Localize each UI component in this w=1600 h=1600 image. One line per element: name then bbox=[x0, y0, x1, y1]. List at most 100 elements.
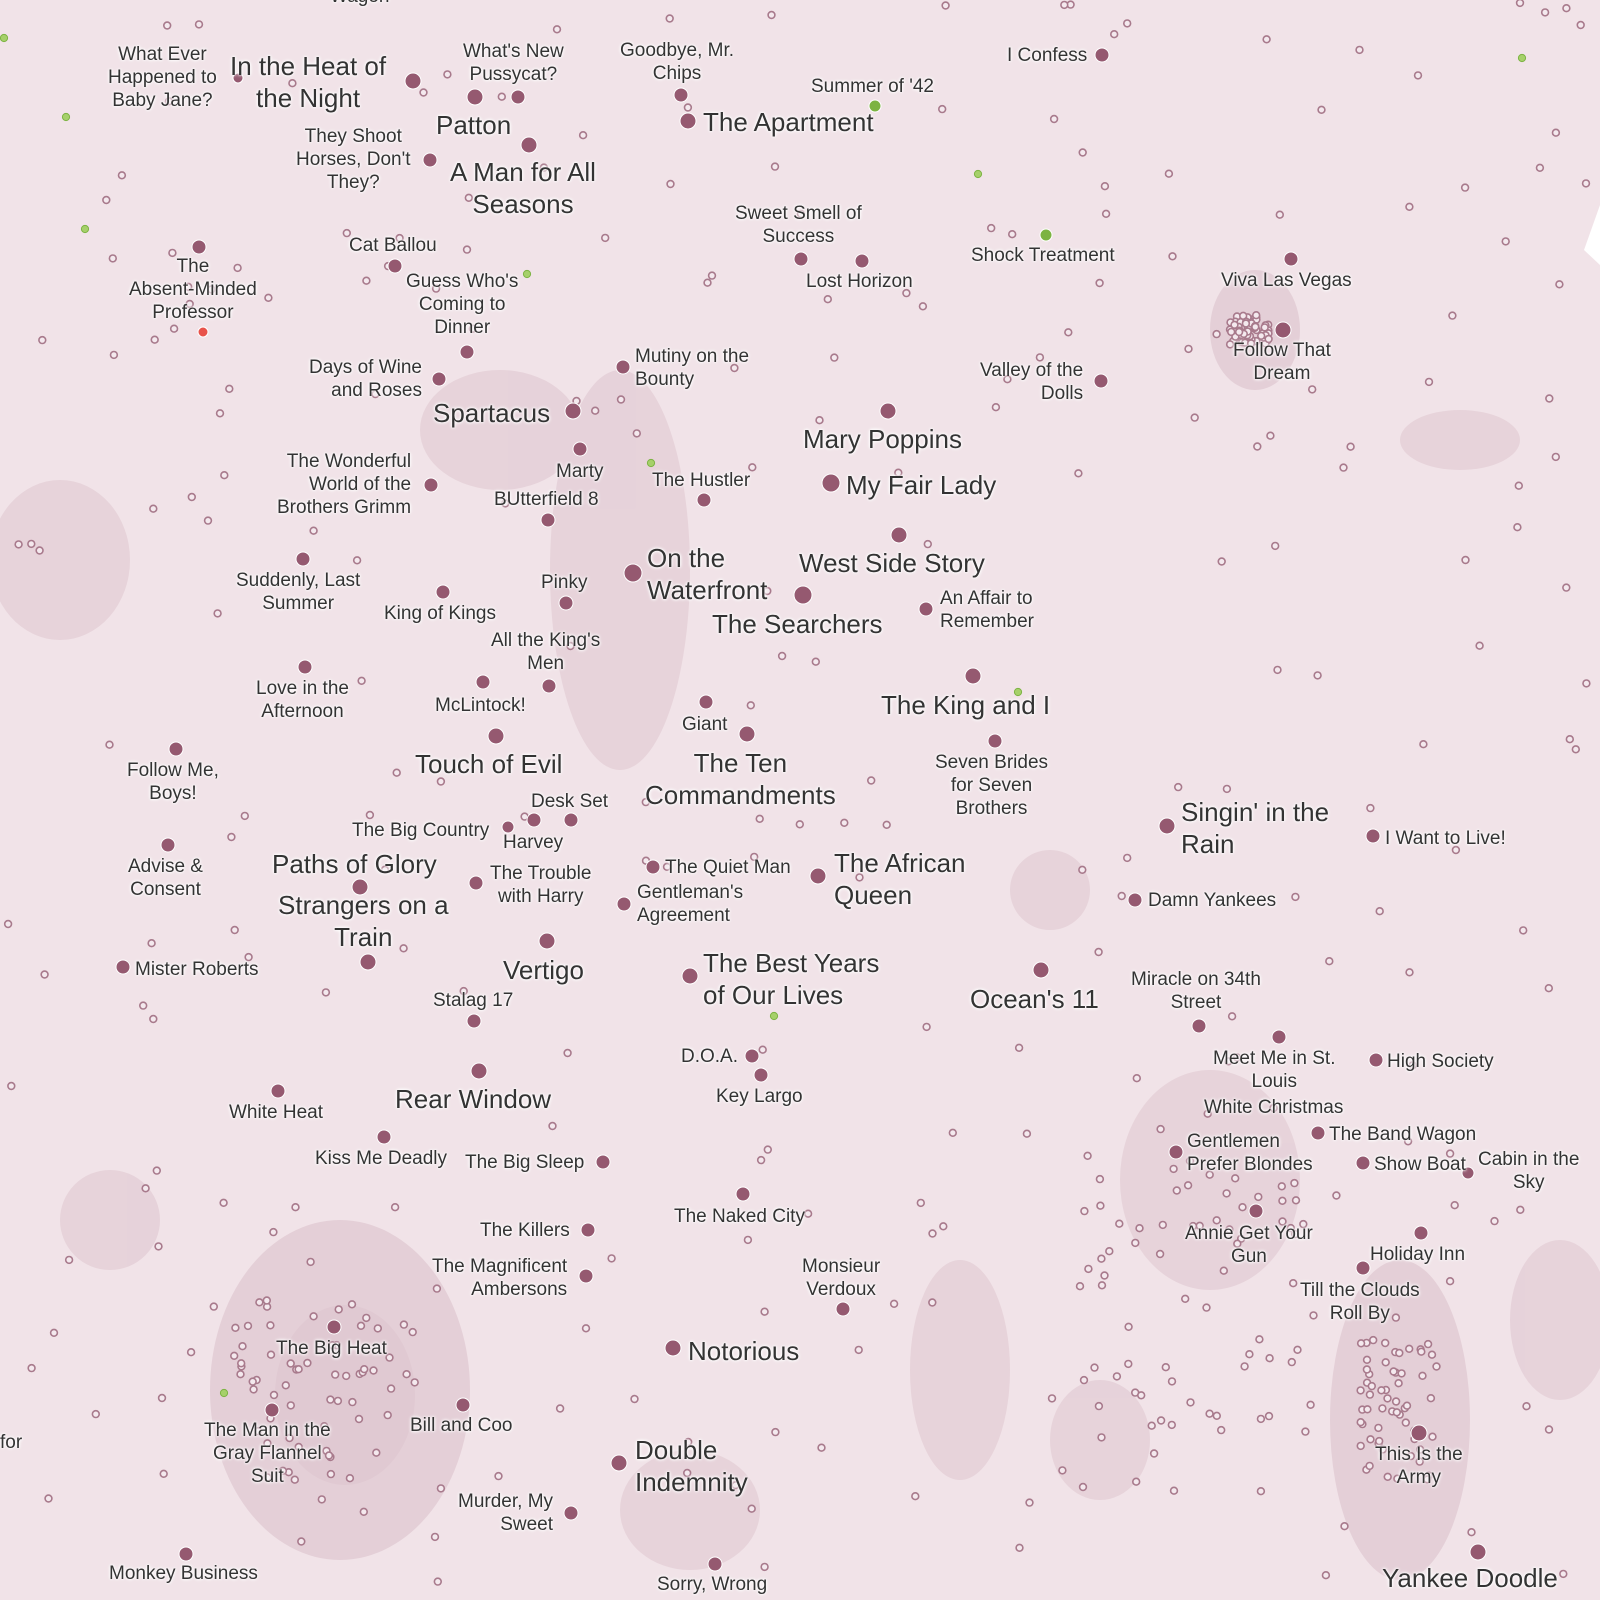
label-mclintock[interactable]: McLintock! bbox=[435, 695, 526, 718]
label-a-man-for-all-seasons[interactable]: A Man for All Seasons bbox=[450, 157, 596, 220]
label-the-big-sleep[interactable]: The Big Sleep bbox=[465, 1152, 584, 1175]
movie-dot[interactable] bbox=[1369, 1053, 1383, 1067]
movie-dot[interactable] bbox=[646, 860, 660, 874]
label-i-confess[interactable]: I Confess bbox=[1007, 45, 1087, 68]
label-follow-me-boys[interactable]: Follow Me, Boys! bbox=[127, 760, 219, 806]
movie-dot[interactable] bbox=[327, 1320, 341, 1334]
label-show-boat[interactable]: Show Boat bbox=[1374, 1154, 1466, 1177]
label-all-the-kings-men[interactable]: All the King's Men bbox=[491, 630, 600, 676]
movie-dot[interactable] bbox=[855, 254, 869, 268]
movie-dot[interactable] bbox=[1414, 1226, 1428, 1240]
movie-dot[interactable] bbox=[565, 403, 581, 419]
label-touch-of-evil[interactable]: Touch of Evil bbox=[415, 749, 562, 781]
label-double-indemnity[interactable]: Double Indemnity bbox=[635, 1435, 748, 1498]
label-follow-that-dream[interactable]: Follow That Dream bbox=[1233, 340, 1331, 386]
label-lost-horizon[interactable]: Lost Horizon bbox=[806, 271, 913, 294]
label-butterfield-8[interactable]: BUtterfield 8 bbox=[494, 489, 599, 512]
label-the-trouble-with-harry[interactable]: The Trouble with Harry bbox=[490, 863, 591, 909]
label-an-affair-to-remember[interactable]: An Affair to Remember bbox=[940, 588, 1034, 634]
label-giant[interactable]: Giant bbox=[682, 714, 727, 737]
movie-dot[interactable] bbox=[739, 726, 755, 742]
label-love-in-the-afternoon[interactable]: Love in the Afternoon bbox=[256, 678, 349, 724]
label-the-magnificent-ambersons[interactable]: The Magnificent Ambersons bbox=[432, 1256, 567, 1302]
movie-dot[interactable] bbox=[377, 1130, 391, 1144]
movie-dot[interactable] bbox=[919, 602, 933, 616]
label-monsieur-verdoux[interactable]: Monsieur Verdoux bbox=[802, 1256, 880, 1302]
movie-dot[interactable] bbox=[624, 564, 642, 582]
label-the-hustler[interactable]: The Hustler bbox=[652, 470, 750, 493]
label-wagon[interactable]: Wagon bbox=[330, 0, 390, 9]
label-paths-of-glory[interactable]: Paths of Glory bbox=[272, 849, 437, 881]
movie-dot[interactable] bbox=[436, 585, 450, 599]
movie-dot[interactable] bbox=[527, 813, 541, 827]
label-gentlemans-agreement[interactable]: Gentleman's Agreement bbox=[637, 882, 743, 928]
movie-dot[interactable] bbox=[1128, 893, 1142, 907]
movie-dot[interactable] bbox=[1192, 1019, 1206, 1033]
movie-dot[interactable] bbox=[1095, 48, 1109, 62]
label-goodbye-mr-chips[interactable]: Goodbye, Mr. Chips bbox=[620, 40, 734, 86]
label-murder-my-sweet[interactable]: Murder, My Sweet bbox=[458, 1491, 553, 1537]
label-mister-roberts[interactable]: Mister Roberts bbox=[135, 959, 259, 982]
label-white-christmas[interactable]: White Christmas bbox=[1204, 1097, 1343, 1120]
label-what-ever-happened[interactable]: What Ever Happened to Baby Jane? bbox=[108, 44, 217, 112]
label-rear-window[interactable]: Rear Window bbox=[395, 1084, 551, 1116]
label-vertigo[interactable]: Vertigo bbox=[503, 955, 584, 987]
label-the-african-queen[interactable]: The African Queen bbox=[834, 848, 966, 911]
movie-dot[interactable] bbox=[564, 813, 578, 827]
movie-dot[interactable] bbox=[1366, 829, 1380, 843]
movie-dot[interactable] bbox=[745, 1049, 759, 1063]
label-gentlemen-prefer-blondes[interactable]: Gentlemen Prefer Blondes bbox=[1187, 1131, 1313, 1177]
movie-dot[interactable] bbox=[836, 1302, 850, 1316]
movie-dot[interactable] bbox=[488, 728, 504, 744]
label-stalag-17[interactable]: Stalag 17 bbox=[433, 990, 513, 1013]
label-pinky[interactable]: Pinky bbox=[541, 572, 587, 595]
movie-dot[interactable] bbox=[1356, 1156, 1370, 1170]
movie-dot[interactable] bbox=[1249, 1204, 1263, 1218]
movie-dot[interactable] bbox=[665, 1340, 681, 1356]
label-days-of-wine-and-roses[interactable]: Days of Wine and Roses bbox=[309, 357, 422, 403]
label-cat-ballou[interactable]: Cat Ballou bbox=[349, 235, 437, 258]
movie-dot[interactable] bbox=[432, 372, 446, 386]
movie-dot[interactable] bbox=[423, 153, 437, 167]
movie-dot[interactable] bbox=[810, 868, 826, 884]
label-annie-get-your-gun[interactable]: Annie Get Your Gun bbox=[1185, 1223, 1313, 1269]
movie-dot[interactable] bbox=[1275, 322, 1291, 338]
label-mary-poppins[interactable]: Mary Poppins bbox=[803, 424, 962, 456]
label-the-searchers[interactable]: The Searchers bbox=[712, 609, 883, 641]
label-the-naked-city[interactable]: The Naked City bbox=[674, 1206, 805, 1229]
movie-dot[interactable] bbox=[1470, 1544, 1486, 1560]
label-damn-yankees[interactable]: Damn Yankees bbox=[1148, 890, 1276, 913]
movie-dot[interactable] bbox=[521, 137, 537, 153]
label-singin-in-the-rain[interactable]: Singin' in the Rain bbox=[1181, 797, 1329, 860]
movie-dot[interactable] bbox=[192, 240, 206, 254]
movie-dot[interactable] bbox=[460, 345, 474, 359]
movie-dot[interactable] bbox=[579, 1269, 593, 1283]
label-oceans-11[interactable]: Ocean's 11 bbox=[970, 984, 1099, 1016]
movie-dot[interactable] bbox=[617, 897, 631, 911]
label-the-killers[interactable]: The Killers bbox=[480, 1220, 570, 1243]
movie-dot[interactable] bbox=[179, 1547, 193, 1561]
movie-dot[interactable] bbox=[265, 1403, 279, 1417]
label-advise-and-consent[interactable]: Advise & Consent bbox=[128, 856, 203, 902]
label-summer-of-42[interactable]: Summer of '42 bbox=[811, 76, 934, 99]
movie-dot[interactable] bbox=[965, 668, 981, 684]
label-cabin-in-the-sky[interactable]: Cabin in the Sky bbox=[1478, 1149, 1579, 1195]
label-marty[interactable]: Marty bbox=[556, 461, 604, 484]
label-meet-me-in-st-louis[interactable]: Meet Me in St. Louis bbox=[1213, 1048, 1336, 1094]
movie-dot[interactable] bbox=[1356, 1261, 1370, 1275]
movie-dot[interactable] bbox=[388, 259, 402, 273]
label-desk-set[interactable]: Desk Set bbox=[531, 791, 608, 814]
label-west-side-story[interactable]: West Side Story bbox=[799, 548, 985, 580]
label-the-king-and-i[interactable]: The King and I bbox=[881, 690, 1050, 722]
label-the-band-wagon[interactable]: The Band Wagon bbox=[1329, 1124, 1476, 1147]
movie-dot[interactable] bbox=[467, 1014, 481, 1028]
movie-dot[interactable] bbox=[1159, 818, 1175, 834]
movie-dot[interactable] bbox=[298, 660, 312, 674]
movie-dot[interactable] bbox=[539, 933, 555, 949]
movie-dot[interactable] bbox=[424, 478, 438, 492]
movie-dot[interactable] bbox=[699, 695, 713, 709]
movie-dot[interactable] bbox=[988, 734, 1002, 748]
label-on-the-waterfront[interactable]: On the Waterfront bbox=[647, 543, 767, 606]
movie-dot[interactable] bbox=[697, 493, 711, 507]
